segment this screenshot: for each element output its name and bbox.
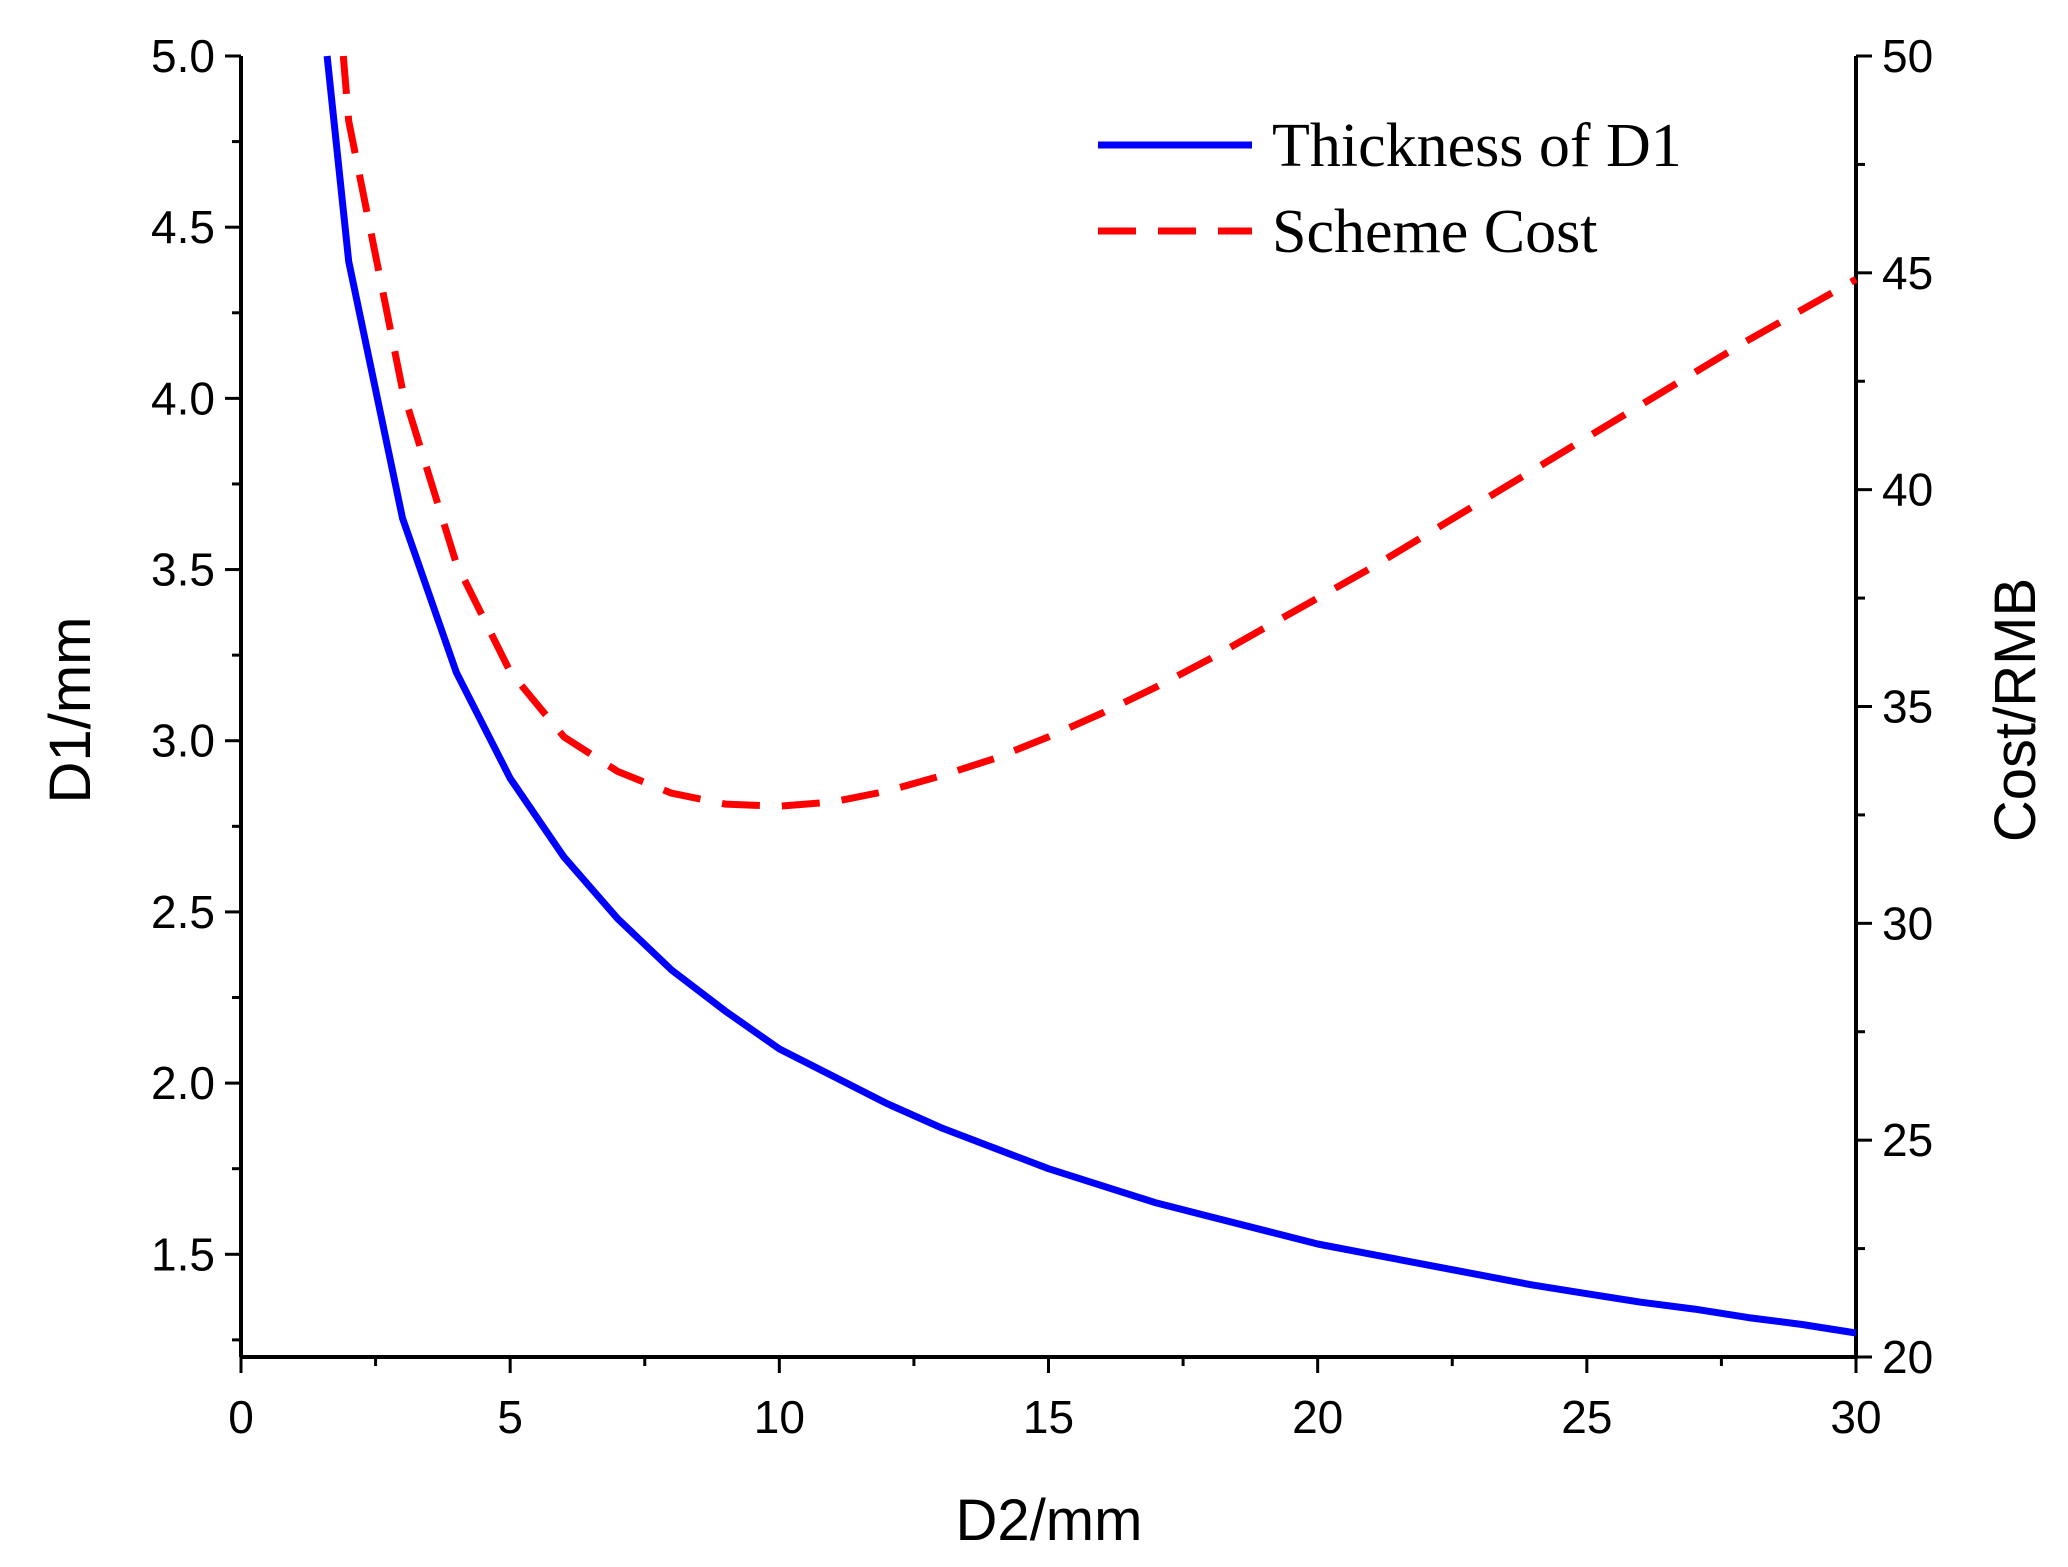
- y-tick-label: 4.5: [151, 201, 215, 253]
- y2-tick-label: 35: [1882, 681, 1933, 733]
- y2-tick-label: 45: [1882, 247, 1933, 299]
- y2-tick-label: 40: [1882, 464, 1933, 516]
- x-axis-ticks: 0 5 10 15 20 25 30: [228, 1357, 1882, 1443]
- plot-area: [239, 56, 1858, 1359]
- y-axis-title: D1/mm: [38, 617, 103, 804]
- series-layer: [323, 55, 1858, 1337]
- x-tick-label: 5: [497, 1391, 523, 1443]
- y2-axis-title: Cost/RMB: [1983, 578, 2048, 842]
- legend: Thickness of D1 Scheme Cost: [1098, 112, 1682, 266]
- y-tick-label: 3.0: [151, 715, 215, 767]
- series-line-thickness-of-d1: [323, 55, 1857, 1337]
- x-tick-label: 25: [1561, 1391, 1612, 1443]
- y-tick-label: 4.0: [151, 372, 215, 424]
- legend-label: Scheme Cost: [1272, 198, 1597, 266]
- x-tick-label: 15: [1023, 1391, 1074, 1443]
- y-tick-label: 2.5: [151, 886, 215, 938]
- x-tick-label: 20: [1292, 1391, 1343, 1443]
- x-tick-label: 10: [754, 1391, 805, 1443]
- y-tick-label: 3.5: [151, 544, 215, 596]
- y-tick-label: 5.0: [151, 30, 215, 82]
- x-axis-title: D2/mm: [956, 1488, 1143, 1553]
- y-tick-label: 2.0: [151, 1057, 215, 1109]
- series-line-scheme-cost: [339, 55, 1858, 810]
- y2-axis-ticks: 20 25 30 35 40 45 50: [1856, 30, 1933, 1383]
- x-tick-label: 30: [1830, 1391, 1881, 1443]
- y2-tick-label: 20: [1882, 1331, 1933, 1383]
- y2-tick-label: 30: [1882, 897, 1933, 949]
- x-tick-label: 0: [228, 1391, 254, 1443]
- y2-tick-label: 50: [1882, 30, 1933, 82]
- y2-tick-label: 25: [1882, 1114, 1933, 1166]
- y-axis-ticks: 1.5 2.0 2.5 3.0 3.5 4.0 4.5 5.0: [151, 30, 241, 1342]
- y-tick-label: 1.5: [151, 1228, 215, 1280]
- legend-label: Thickness of D1: [1272, 112, 1682, 180]
